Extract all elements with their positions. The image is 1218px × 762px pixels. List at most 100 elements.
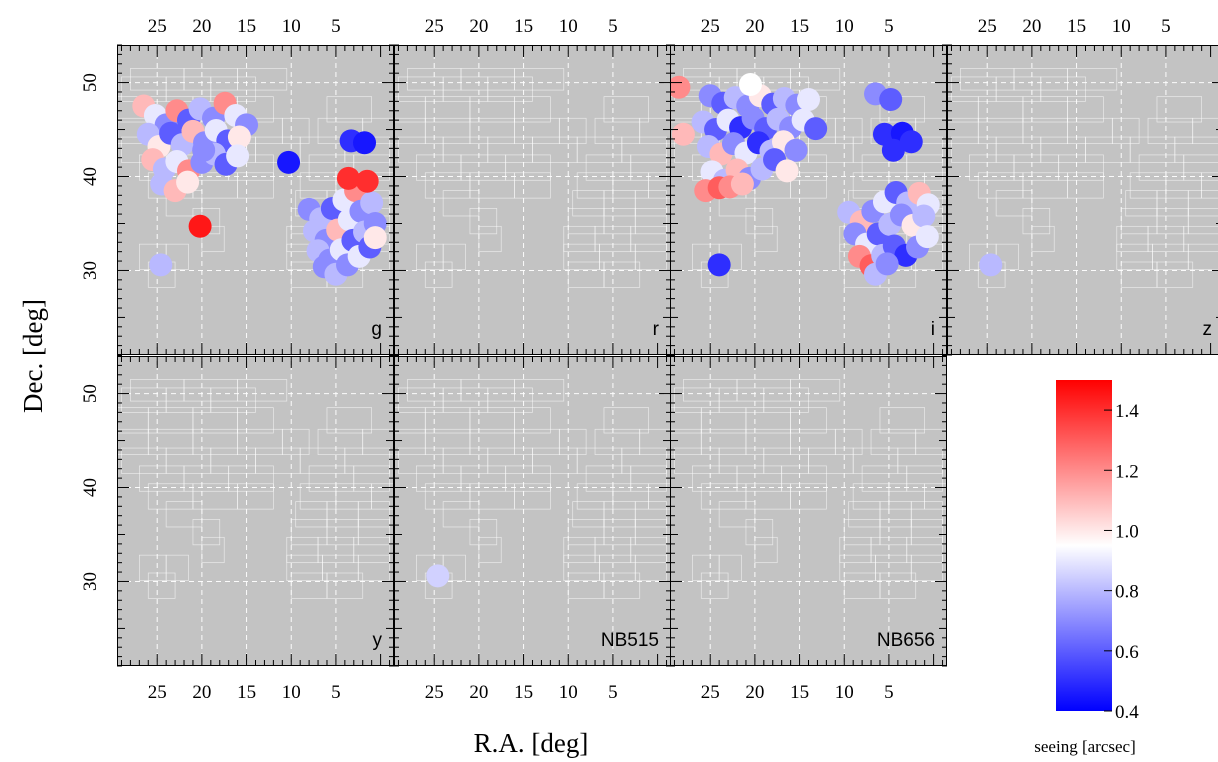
panel-nb515: NB515 25 20 15 10 5 [394, 355, 671, 703]
survey-footprint [442, 501, 480, 528]
seeing-spot [227, 125, 251, 149]
survey-footprint [147, 572, 176, 599]
band-label: i [931, 319, 935, 340]
survey-footprint [906, 536, 943, 564]
colorbar-tick-label: 1.4 [1115, 401, 1139, 422]
survey-footprint [621, 136, 667, 163]
x-tick-label: 5 [884, 682, 894, 703]
survey-footprint [357, 519, 390, 546]
x-tick-label: 25 [425, 16, 444, 37]
seeing-spot [426, 564, 450, 588]
survey-footprint [353, 536, 390, 564]
y-tick-label: 30 [80, 261, 101, 280]
x-tick-label: 10 [559, 682, 578, 703]
seeing-spot [670, 75, 691, 99]
survey-footprint [514, 379, 565, 402]
seeing-spot [149, 253, 173, 277]
seeing-spot [738, 72, 762, 96]
seeing-spot [879, 87, 903, 111]
x-tick-label: 15 [237, 16, 256, 37]
seeing-spot [192, 138, 216, 162]
survey-footprint [634, 554, 667, 581]
x-tick-label: 15 [790, 16, 809, 37]
x-tick-label: 20 [469, 682, 488, 703]
survey-footprint [1187, 243, 1218, 270]
survey-footprint [558, 117, 587, 144]
band-label: z [1203, 319, 1213, 340]
seeing-spot [804, 117, 828, 141]
seeing-spot [979, 253, 1003, 277]
survey-footprint [1187, 208, 1218, 235]
survey-footprint [781, 465, 827, 492]
x-tick-label: 5 [331, 16, 341, 37]
seeing-spot [176, 170, 200, 194]
survey-footprint [634, 190, 667, 217]
survey-footprint [505, 465, 551, 492]
survey-footprint [630, 536, 667, 564]
survey-footprint [621, 447, 667, 474]
survey-footprint [745, 208, 774, 235]
survey-footprint [1187, 190, 1218, 217]
survey-footprint [237, 407, 274, 434]
seeing-spot [707, 253, 731, 277]
x-tick-label: 10 [1112, 16, 1131, 37]
band-label: NB515 [601, 630, 659, 651]
colorbar-tick-label: 0.4 [1115, 702, 1139, 723]
survey-footprint [790, 407, 827, 434]
x-tick-label: 5 [884, 16, 894, 37]
survey-footprint [469, 519, 498, 546]
seeing-spot [188, 214, 212, 238]
x-tick-label: 20 [192, 16, 211, 37]
band-label: g [371, 319, 382, 340]
survey-footprint [700, 572, 729, 599]
x-tick-label: 15 [514, 16, 533, 37]
survey-footprint [763, 387, 809, 413]
survey-footprint [514, 483, 551, 510]
seeing-spot [336, 166, 360, 190]
survey-footprint [357, 554, 390, 581]
y-tick-label: 40 [80, 167, 101, 186]
survey-footprint [603, 407, 650, 434]
x-tick-label: 10 [559, 16, 578, 37]
survey-footprint [228, 465, 274, 492]
survey-footprint [357, 501, 390, 528]
survey-footprint [1067, 172, 1104, 199]
survey-footprint [192, 519, 221, 546]
x-tick-label: 25 [978, 16, 997, 37]
survey-footprint [897, 447, 943, 474]
x-tick-label: 15 [790, 682, 809, 703]
survey-footprint [514, 407, 551, 434]
survey-footprint [1174, 136, 1218, 163]
y-tick-label: 50 [80, 73, 101, 92]
survey-footprint [790, 68, 841, 91]
survey-footprint [237, 68, 288, 91]
survey-footprint [603, 261, 641, 288]
seeing-spot [915, 225, 939, 249]
survey-footprint [344, 447, 390, 474]
x-tick-label: 20 [469, 16, 488, 37]
y-tick-label: 30 [80, 572, 101, 591]
colorbar-tick-label: 1.0 [1115, 521, 1139, 542]
seeing-spot [277, 150, 301, 174]
survey-footprint [603, 572, 641, 599]
panel-r: r 25 20 15 10 5 [394, 16, 671, 356]
x-tick-label: 15 [514, 682, 533, 703]
survey-footprint [210, 387, 256, 413]
seeing-spot [671, 122, 695, 146]
survey-footprint [834, 428, 863, 455]
x-tick-label: 5 [608, 682, 618, 703]
seeing-spot [899, 130, 923, 154]
survey-footprint [237, 483, 274, 510]
survey-footprint [326, 96, 373, 123]
x-tick-label: 10 [835, 16, 854, 37]
colorbar-tick-label: 0.8 [1115, 582, 1139, 603]
survey-footprint [237, 172, 274, 199]
x-tick-label: 10 [835, 682, 854, 703]
seeing-spot [730, 172, 754, 196]
x-tick-label: 5 [608, 16, 618, 37]
x-tick-label: 15 [237, 682, 256, 703]
survey-footprint [1156, 261, 1194, 288]
survey-footprint [1067, 96, 1104, 123]
survey-footprint [514, 172, 551, 199]
